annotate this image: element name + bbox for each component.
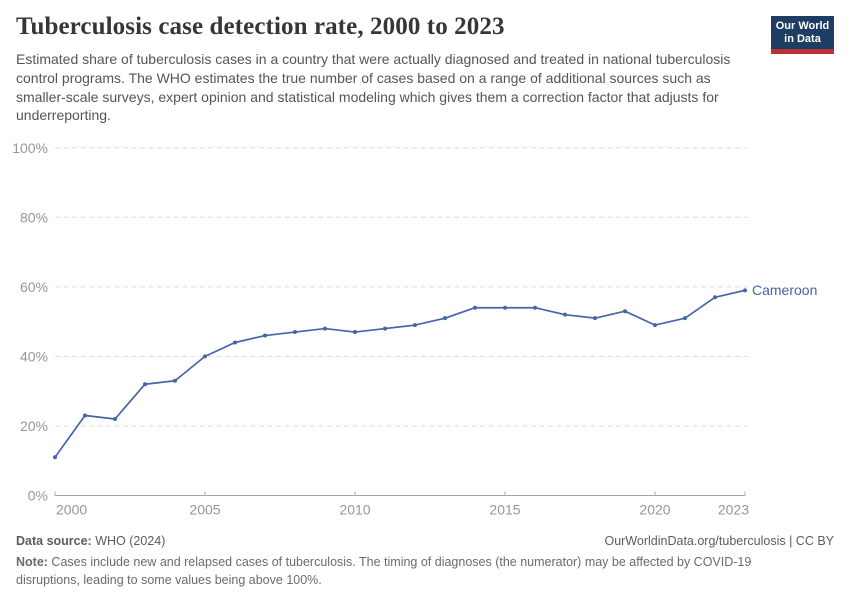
y-axis-tick-label: 80%	[20, 209, 48, 225]
data-point[interactable]	[653, 323, 657, 328]
data-point[interactable]	[743, 288, 747, 293]
owid-logo-line2: in Data	[784, 32, 821, 45]
y-axis-tick-label: 100%	[12, 140, 48, 156]
data-point[interactable]	[323, 326, 327, 331]
data-point[interactable]	[353, 330, 357, 335]
series-label[interactable]: Cameroon	[752, 282, 817, 298]
y-axis-tick-label: 40%	[20, 348, 48, 364]
note-text: Cases include new and relapsed cases of …	[16, 555, 752, 587]
data-point[interactable]	[683, 316, 687, 321]
x-axis-tick-label: 2005	[189, 502, 220, 518]
data-point[interactable]	[53, 455, 57, 460]
x-axis-tick-label: 2020	[639, 502, 670, 518]
chart-subtitle: Estimated share of tuberculosis cases in…	[16, 51, 731, 124]
data-point[interactable]	[443, 316, 447, 321]
data-point[interactable]	[413, 323, 417, 328]
y-axis-tick-label: 20%	[20, 418, 48, 434]
data-line-cameroon[interactable]	[54, 289, 746, 459]
data-point[interactable]	[473, 305, 477, 310]
data-source-label: Data source:	[16, 534, 92, 548]
data-point[interactable]	[83, 413, 87, 418]
data-point[interactable]	[173, 378, 177, 383]
data-point[interactable]	[203, 354, 207, 359]
data-point[interactable]	[143, 382, 147, 387]
data-source-value: WHO (2024)	[91, 534, 166, 548]
page-title: Tuberculosis case detection rate, 2000 t…	[16, 13, 505, 40]
data-point[interactable]	[533, 305, 537, 310]
data-point[interactable]	[113, 416, 117, 421]
y-axis-tick-label: 60%	[20, 279, 48, 295]
data-point[interactable]	[593, 316, 597, 321]
x-axis-tick-label: 2000	[56, 502, 87, 518]
x-axis-tick-label: 2010	[339, 502, 370, 518]
data-point[interactable]	[713, 295, 717, 300]
source-row: Data source: WHO (2024) OurWorldinData.o…	[16, 534, 834, 548]
attribution-link[interactable]: OurWorldinData.org/tuberculosis | CC BY	[604, 534, 835, 548]
owid-logo[interactable]: Our World in Data	[771, 16, 834, 54]
chart-note: Note: Cases include new and relapsed cas…	[16, 554, 788, 590]
data-point[interactable]	[263, 333, 267, 338]
y-axis-tick-label: 0%	[28, 488, 48, 504]
chart-header: Tuberculosis case detection rate, 2000 t…	[16, 12, 834, 125]
line-chart[interactable]: 0% 20% 40% 60% 80% 100% 2000 2005 2010 2015 2020 20…	[0, 135, 850, 531]
data-point[interactable]	[293, 330, 297, 335]
data-point[interactable]	[383, 326, 387, 331]
x-axis-tick-label: 2015	[489, 502, 520, 518]
note-label: Note:	[16, 555, 48, 569]
data-point[interactable]	[563, 312, 567, 317]
data-point[interactable]	[503, 305, 507, 310]
data-point[interactable]	[233, 340, 237, 345]
chart-footer: Data source: WHO (2024) OurWorldinData.o…	[16, 534, 834, 590]
owid-logo-line1: Our World	[775, 20, 830, 32]
data-point[interactable]	[623, 309, 627, 314]
data-source: Data source: WHO (2024)	[16, 534, 165, 548]
x-axis-tick-label: 2023	[718, 502, 749, 518]
